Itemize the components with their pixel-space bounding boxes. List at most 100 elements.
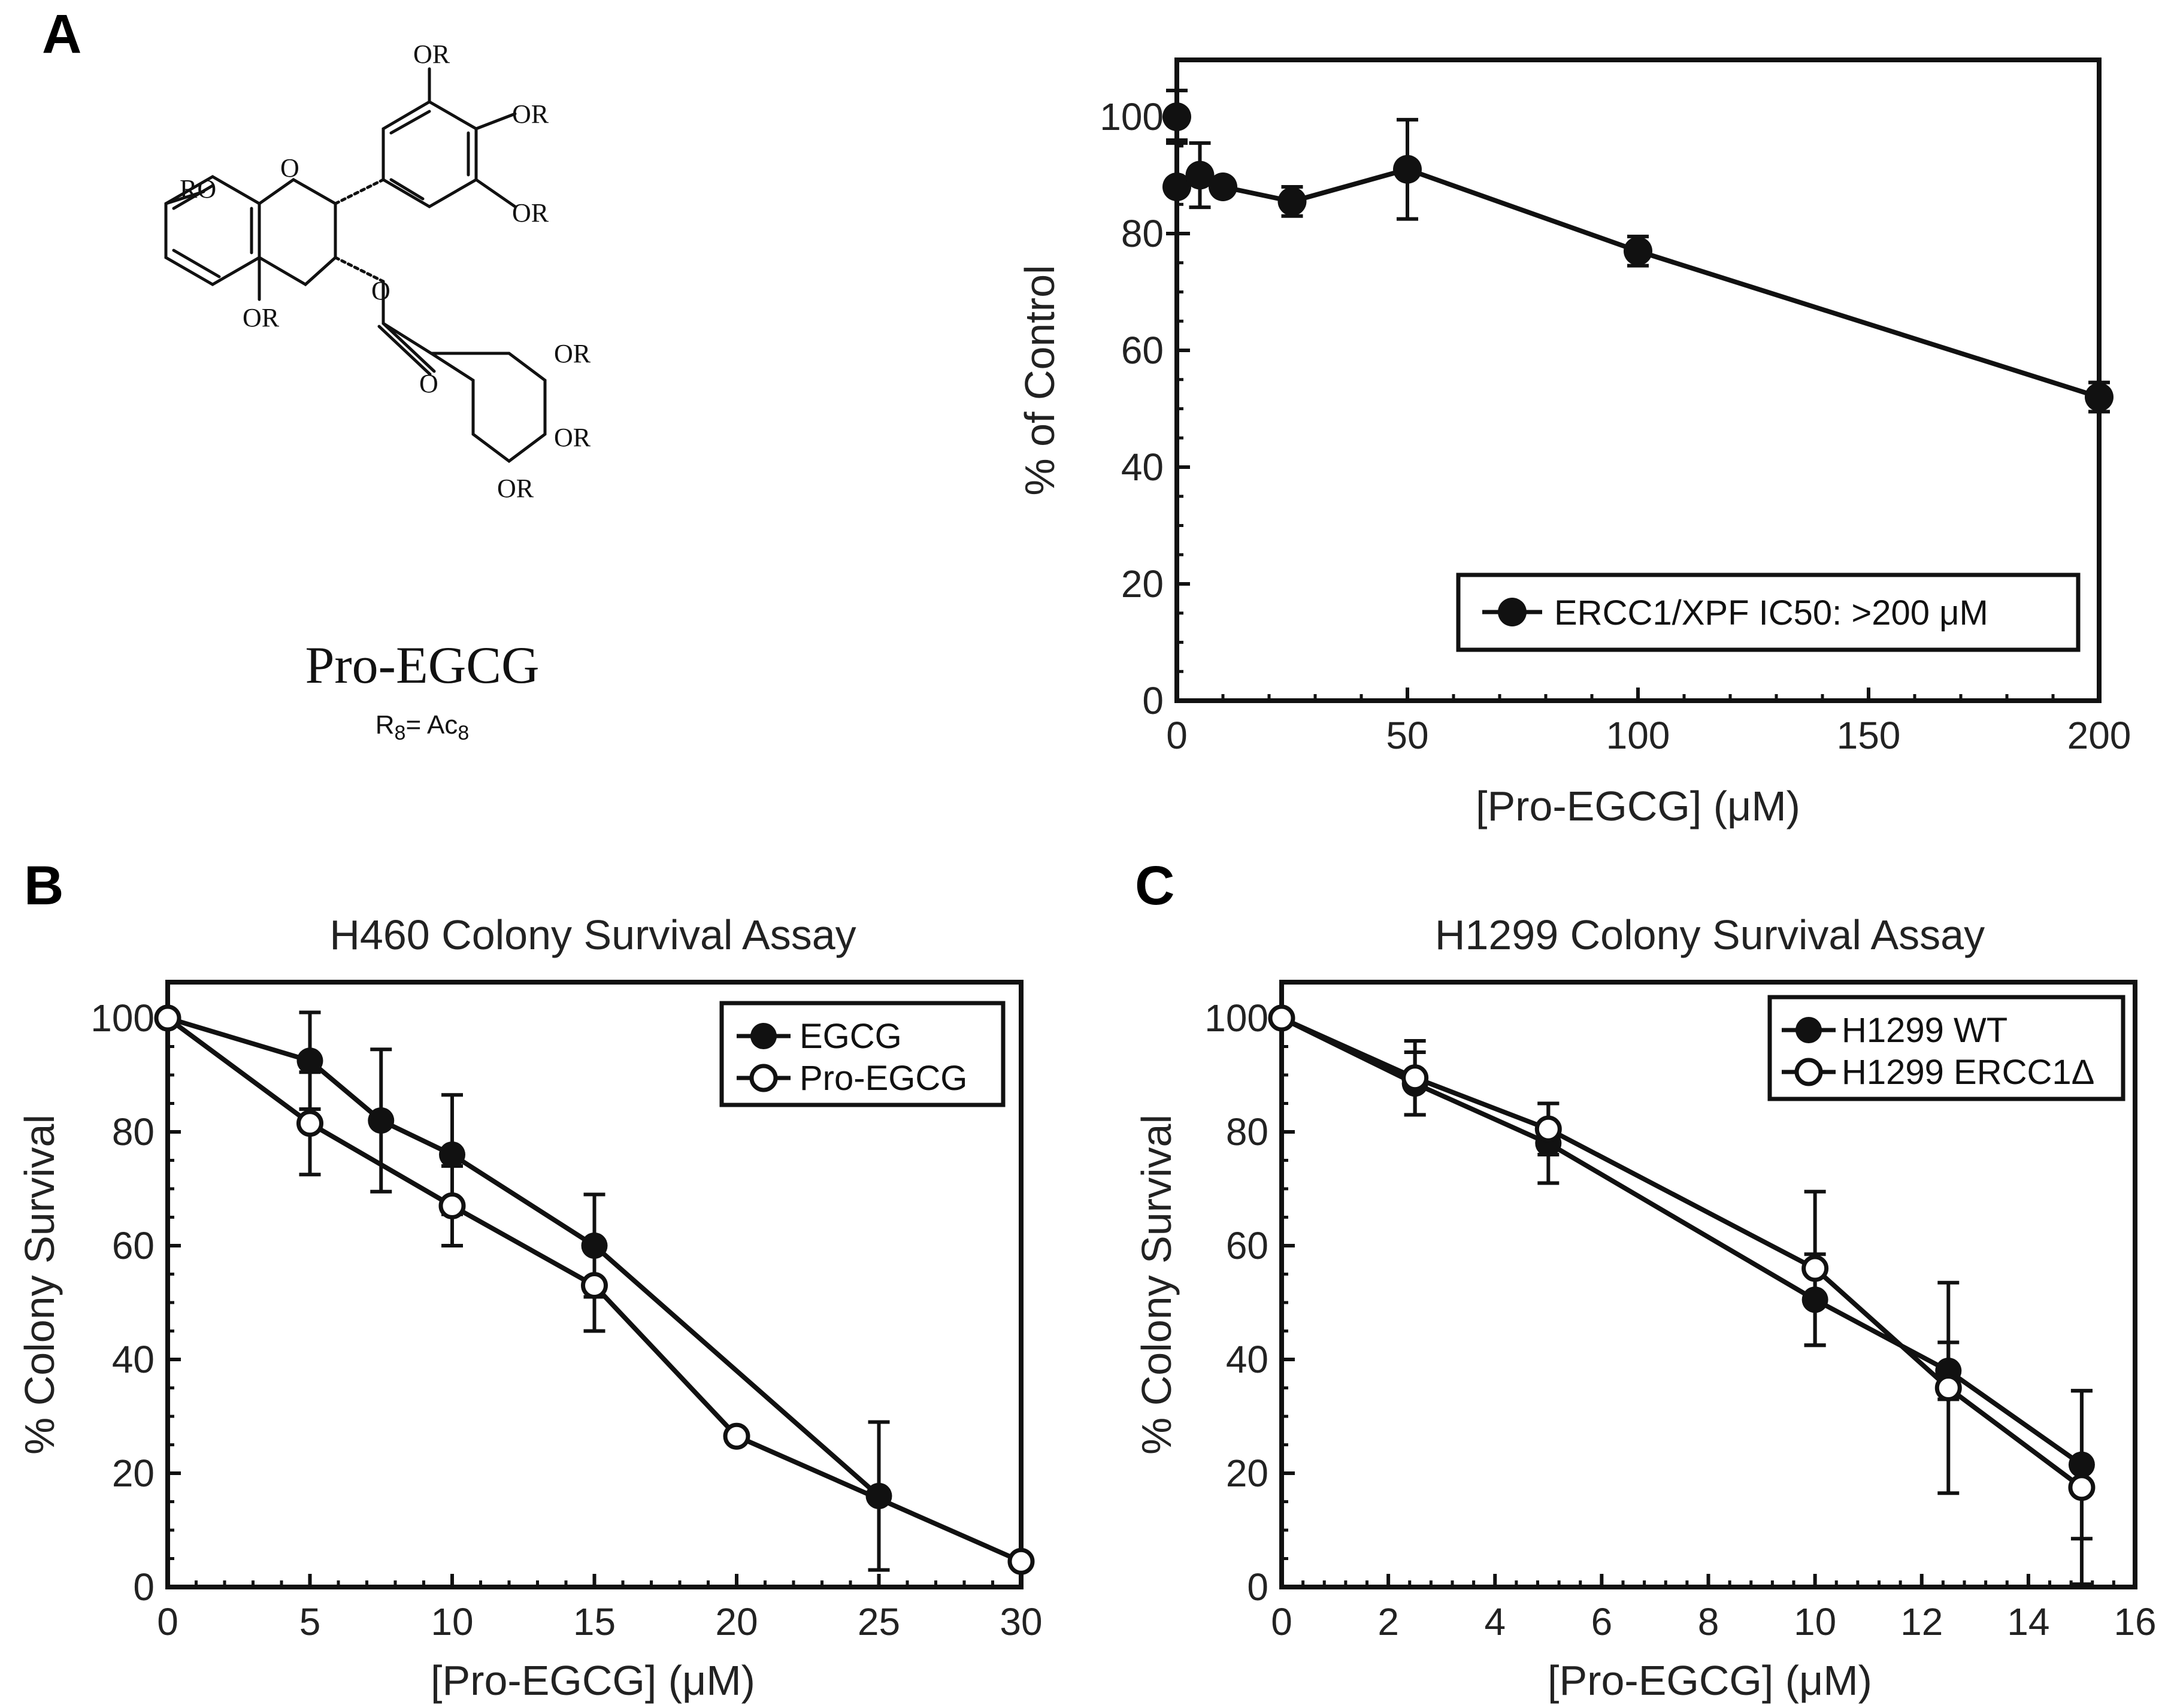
chart-c-xtick-label: 4 (1484, 1600, 1506, 1643)
chart-b-ticks: 0 5 10 15 20 25 30 0 20 40 60 80 100 (90, 997, 1042, 1643)
chart-a-legend-box (1456, 573, 2081, 652)
chart-b-point-2 (438, 1192, 466, 1219)
chart-c-xtick-label: 6 (1591, 1600, 1613, 1643)
label-ro: RO (180, 174, 216, 204)
chart-a-ytick-label: 40 (1121, 446, 1164, 489)
chart-b-point-2 (154, 1004, 181, 1032)
chart-c-title: H1299 Colony Survival Assay (1435, 911, 1985, 958)
chart-a-point-1 (1277, 187, 1307, 216)
chart-b-legend-marker-1 (750, 1023, 777, 1049)
chart-b-ytick-label: 60 (112, 1224, 155, 1267)
chart-a-legend-label: ERCC1/XPF IC50: >200 μM (1554, 593, 1988, 632)
chart-b-ytick-label: 40 (112, 1338, 155, 1381)
label-or-a5: OR (243, 303, 280, 332)
chart-b-xtick-label: 15 (573, 1600, 616, 1643)
panel-letter-a: A (42, 4, 81, 65)
chart-c-ytick-label: 40 (1226, 1338, 1268, 1381)
chart-c-xlabel: [Pro-EGCG] (μM) (1548, 1657, 1872, 1704)
chart-c-legend-box (1767, 995, 2125, 1101)
chart-a-xtick-label: 200 (2067, 714, 2131, 757)
chart-a-ytick-label: 80 (1121, 212, 1164, 255)
ring-c (258, 178, 337, 287)
chart-a-ticks: 0 50 100 150 200 0 20 40 60 80 100 (1100, 95, 2131, 757)
chart-c-point-1 (1801, 1286, 1828, 1313)
chart-c-series-line-1 (1280, 1016, 2084, 1467)
chart-b-point-2 (723, 1422, 750, 1450)
chart-c-point-2 (1268, 1004, 1295, 1032)
chemical-labels: RO O OR OR OR O OR O OR OR OR (180, 40, 591, 503)
chart-b-xlabel: [Pro-EGCG] (μM) (431, 1657, 755, 1704)
chart-c-series-line-2 (1280, 1016, 2084, 1489)
chart-b-legend-label-2: Pro-EGCG (800, 1059, 967, 1098)
chart-c-point-1 (2068, 1451, 2095, 1478)
chart-c-ytick-label: 100 (1204, 997, 1268, 1040)
chart-a-xtick-label: 50 (1386, 714, 1428, 757)
ring-b (381, 67, 517, 208)
chart-b-legend-marker-2 (749, 1064, 778, 1092)
chart-c-legend-label-2: H1299 ERCC1Δ (1842, 1053, 2094, 1092)
chart-a-point-1 (1393, 155, 1422, 184)
chart-b-xtick-label: 5 (299, 1600, 321, 1643)
chart-c-point-2 (1934, 1374, 1962, 1401)
chart-b-series-line-2 (166, 1016, 1022, 1564)
chart-b-series-line-1 (166, 1016, 881, 1498)
chart-b-ytick-label: 80 (112, 1110, 155, 1153)
chart-c-point-2 (1401, 1064, 1429, 1092)
label-o-ring: O (280, 153, 299, 183)
molecule-name: Pro-EGCG (305, 637, 539, 695)
chart-b-ytick-label: 100 (90, 997, 155, 1040)
chart-a-xtick-label: 0 (1166, 714, 1188, 757)
hashed-bond-o (334, 256, 385, 283)
label-o-carbonyl: O (419, 369, 438, 398)
chart-b-xtick-label: 0 (157, 1600, 178, 1643)
chart-b-point-1 (865, 1483, 892, 1509)
chart-c-series (1268, 1004, 2096, 1586)
chemical-structure (164, 67, 547, 464)
chart-a: 0 50 100 150 200 0 20 40 60 80 100 [Pro-EGCG] (μM)… (1016, 57, 2131, 829)
chart-b-point-1 (296, 1047, 323, 1074)
chart-c-legend-marker-2 (1794, 1058, 1823, 1086)
chart-c-xtick-label: 12 (1900, 1600, 1943, 1643)
chart-a-ytick-label: 20 (1121, 562, 1164, 605)
chart-c: H1299 Colony Survival Assay 0 2 4 6 8 10 12 14 1… (1133, 911, 2157, 1704)
chart-a-legend: ERCC1/XPF IC50: >200 μM (1456, 573, 2081, 652)
chart-c-point-2 (1534, 1115, 1562, 1143)
chart-c-xtick-label: 8 (1698, 1600, 1719, 1643)
label-or-g-top: OR (554, 339, 591, 368)
molecule-subtitle: R8= Ac8 (376, 710, 469, 744)
label-or-g-mid: OR (554, 423, 591, 452)
chart-a-point-1 (1185, 160, 1215, 190)
chart-b-title: H460 Colony Survival Assay (329, 911, 856, 958)
chart-a-xtick-label: 100 (1606, 714, 1670, 757)
chart-c-legend: H1299 WT H1299 ERCC1Δ (1767, 995, 2125, 1101)
chart-c-xtick-label: 2 (1377, 1600, 1399, 1643)
panel-letter-c: C (1135, 855, 1174, 916)
chart-b-series (154, 1004, 1035, 1575)
chart-b-point-1 (581, 1232, 608, 1259)
chart-a-ytick-label: 60 (1121, 329, 1164, 372)
chart-b-xtick-label: 20 (715, 1600, 758, 1643)
chart-c-point-2 (1801, 1255, 1829, 1282)
chart-a-point-1 (2085, 383, 2114, 411)
chart-b: H460 Colony Survival Assay 0 5 10 15 20 25 300… (16, 911, 1043, 1704)
chart-b-xtick-label: 25 (858, 1600, 900, 1643)
panel-letter-b: B (24, 855, 63, 916)
chart-b-xtick-label: 30 (1000, 1600, 1042, 1643)
chart-a-xlabel: [Pro-EGCG] (μM) (1476, 783, 1800, 829)
chart-b-xtick-label: 10 (431, 1600, 473, 1643)
chart-c-ticks: 0 2 4 6 8 10 12 14 16 0 20 40 60 80 100 (1204, 997, 2156, 1643)
chart-a-point-1 (1162, 102, 1191, 131)
chart-c-xtick-label: 16 (2114, 1600, 2156, 1643)
chart-a-ytick-label: 0 (1142, 679, 1164, 722)
chart-c-ytick-label: 20 (1226, 1452, 1268, 1495)
chart-c-ytick-label: 60 (1226, 1224, 1268, 1267)
chart-a-xtick-label: 150 (1837, 714, 1901, 757)
chart-c-ytick-label: 80 (1226, 1110, 1268, 1153)
chart-a-point-1 (1624, 237, 1652, 266)
chart-b-legend: EGCG Pro-EGCG (719, 1001, 1006, 1107)
chart-c-ytick-label: 0 (1247, 1565, 1268, 1609)
chart-c-xtick-label: 14 (2007, 1600, 2049, 1643)
chart-b-point-2 (1007, 1548, 1035, 1575)
chart-c-xtick-label: 0 (1271, 1600, 1292, 1643)
